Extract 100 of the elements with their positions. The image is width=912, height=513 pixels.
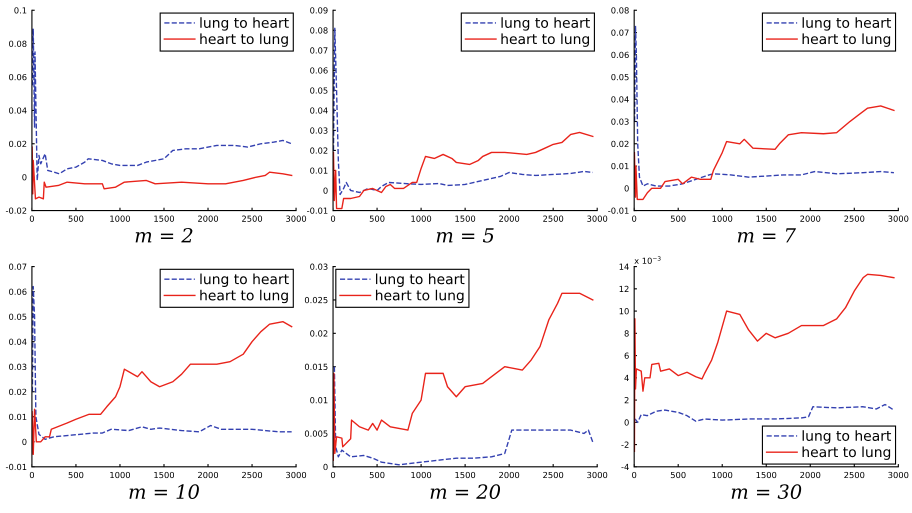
y-tick-label: 4 <box>624 374 629 381</box>
x-tick-label: 1500 <box>154 472 174 478</box>
legend-label: heart to lung <box>200 290 288 304</box>
y-tick-label: -0.02 <box>6 207 26 214</box>
y-tick-label: 0 <box>22 174 27 180</box>
y-tick-label: 0.06 <box>9 288 27 295</box>
x-tick-label: 2000 <box>198 216 218 222</box>
x-tick-label: 500 <box>370 472 384 478</box>
y-tick-label: 0.07 <box>611 29 629 36</box>
legend-label: lung to heart <box>200 17 289 31</box>
legend-label: lung to heart <box>200 274 289 287</box>
legend-label: lung to heart <box>802 17 892 31</box>
y-tick-label: -0.01 <box>307 207 328 214</box>
y-tick-label: 0.03 <box>310 127 328 134</box>
x-tick-label: 3000 <box>286 472 306 478</box>
x-tick-label: 1500 <box>756 472 776 478</box>
x-tick-label: 500 <box>670 216 686 222</box>
y-tick-label: 10 <box>620 308 629 314</box>
legend-label: heart to lung <box>802 446 890 460</box>
x-tick-label: 1000 <box>411 216 432 222</box>
y-tick-label: 2 <box>624 397 628 404</box>
line-series <box>634 404 895 424</box>
x-tick-label: 3000 <box>587 472 608 478</box>
y-tick-label: 0 <box>624 185 629 192</box>
y-tick-label: 0.01 <box>611 162 629 170</box>
x-tick-label: 2000 <box>800 472 820 478</box>
y-tick-label: -4 <box>621 464 629 470</box>
y-tick-label: 0.08 <box>9 40 26 47</box>
x-tick-label: 500 <box>68 216 84 222</box>
y-tick-label: 8 <box>624 330 629 337</box>
x-tick-label: 1500 <box>756 216 776 222</box>
x-tick-label: 0 <box>632 472 636 478</box>
line-series <box>333 132 594 210</box>
x-tick-label: 500 <box>68 472 84 478</box>
y-tick-label: 12 <box>620 286 628 292</box>
x-tick-label: 2500 <box>242 472 262 478</box>
legend-label: lung to heart <box>376 274 464 287</box>
x-tick-label: 0 <box>30 472 34 478</box>
legend-label: heart to lung <box>501 33 589 47</box>
x-tick-label: 1000 <box>110 216 130 222</box>
legend-label: heart to lung <box>802 33 890 47</box>
x-tick-label: 500 <box>670 472 686 478</box>
legend-label: heart to lung <box>376 290 464 304</box>
x-tick-label: 1500 <box>455 216 476 222</box>
x-axis-title: m = 30 <box>732 484 802 499</box>
legend-label: lung to heart <box>501 17 590 31</box>
y-tick-label: 0.06 <box>611 52 629 58</box>
y-tick-label: 0.02 <box>9 140 26 148</box>
y-tick-label: 0 <box>624 419 629 426</box>
x-tick-label: 2000 <box>198 472 218 478</box>
x-tick-label: 1500 <box>154 216 174 222</box>
y-tick-label: 0.05 <box>611 74 629 80</box>
y-tick-label: 0.02 <box>310 330 328 337</box>
y-tick-label: -0.01 <box>608 207 629 214</box>
y-tick-label: 0.06 <box>9 74 27 80</box>
x-tick-label: 1500 <box>455 472 476 478</box>
x-axis-title: m = 10 <box>129 484 199 499</box>
legend-label: heart to lung <box>200 33 288 47</box>
x-tick-label: 2000 <box>499 472 520 478</box>
y-tick-label: 0.1 <box>14 7 26 14</box>
y-tick-label: 0 <box>323 187 328 194</box>
y-tick-label: 0.005 <box>304 430 328 437</box>
x-axis-title: m = 20 <box>430 484 500 499</box>
y-tick-label: 0.04 <box>9 338 27 345</box>
x-tick-label: 3000 <box>888 472 908 478</box>
y-tick-label: 14 <box>620 264 629 270</box>
x-tick-label: 1000 <box>411 472 432 478</box>
x-axis-title: m = 2 <box>136 228 192 242</box>
x-tick-label: 2500 <box>543 216 564 222</box>
x-tick-label: 2000 <box>800 216 820 222</box>
y-tick-label: 0.05 <box>9 314 26 320</box>
x-tick-label: 3000 <box>286 216 306 222</box>
y-tick-label: 0.07 <box>310 47 328 54</box>
line-series <box>32 320 292 456</box>
x-tick-label: 0 <box>330 216 336 222</box>
y-tick-label: 0.02 <box>310 147 328 154</box>
y-tick-label: 0 <box>22 438 27 446</box>
x-tick-label: 1000 <box>712 216 732 222</box>
line-series <box>634 105 895 200</box>
y-tick-label: 0.04 <box>9 107 27 114</box>
y-tick-label: 6 <box>624 352 629 359</box>
y-tick-label: 0.08 <box>310 27 328 34</box>
x-tick-label: 2500 <box>844 216 864 222</box>
line-series <box>334 366 594 466</box>
y-tick-label: 0.09 <box>310 7 328 14</box>
y-tick-label: 0.02 <box>9 388 26 396</box>
x-tick-label: 2500 <box>543 472 564 478</box>
y-tick-label: -2 <box>621 442 628 448</box>
y-tick-label: 0.01 <box>9 414 26 420</box>
y-tick-label: 0.015 <box>304 364 328 370</box>
x-tick-label: 3000 <box>888 216 908 222</box>
y-tick-label: 0.02 <box>611 140 628 148</box>
x-tick-label: 1000 <box>712 472 732 478</box>
x-axis-title: m = 7 <box>738 228 796 242</box>
y-tick-label: 0 <box>323 464 328 470</box>
y-tick-label: 0.03 <box>310 264 328 270</box>
x-tick-label: 1000 <box>110 472 130 478</box>
y-tick-label: -0.01 <box>6 464 26 470</box>
y-tick-label: 0.025 <box>304 296 328 304</box>
y-tick-label: 0.01 <box>310 397 328 404</box>
